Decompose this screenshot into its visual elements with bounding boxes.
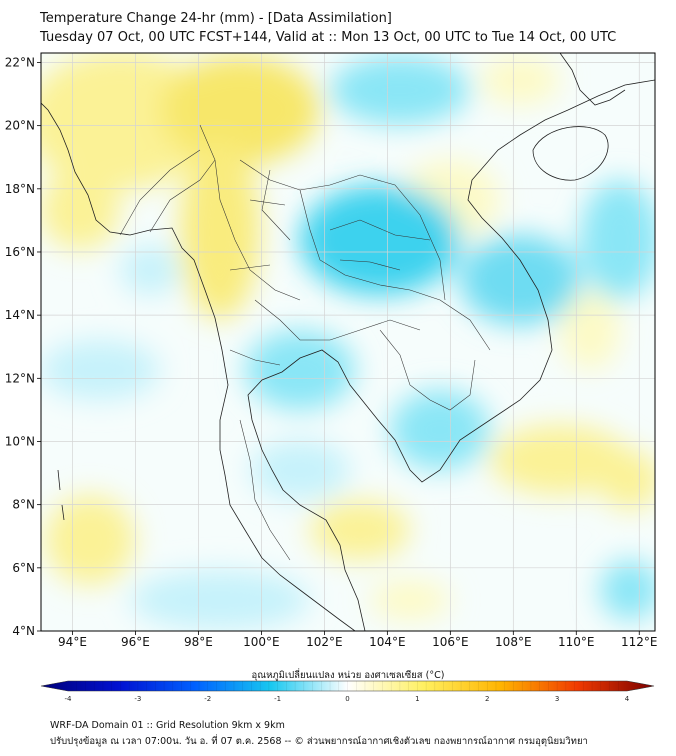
colorbar-tick-label: -1 xyxy=(274,695,281,703)
colorbar-tick-label: -3 xyxy=(134,695,141,703)
coastlines xyxy=(41,53,655,631)
lon-label: 102°E xyxy=(306,635,343,649)
plot-frame xyxy=(40,52,656,632)
colorbar-tick-label: 0 xyxy=(345,695,349,703)
colorbar-tick-label: -2 xyxy=(204,695,211,703)
footer-update-info: ปรับปรุงข้อมูล ณ เวลา 07:00น. วัน อ. ที่… xyxy=(50,736,588,747)
andaman-islands xyxy=(57,469,65,521)
colorbar-tick-label: -4 xyxy=(65,695,73,703)
lat-label: 14°N xyxy=(5,308,35,322)
lat-label: 22°N xyxy=(5,55,35,69)
gulf-coast xyxy=(247,79,655,631)
colorbar-tick-label: 2 xyxy=(485,695,489,703)
lat-label: 12°N xyxy=(5,371,35,385)
colorbar-tick-label: 4 xyxy=(625,695,630,703)
lon-label: 98°E xyxy=(184,635,213,649)
lon-label: 110°E xyxy=(558,635,595,649)
map-title: Temperature Change 24-hr (mm) - [Data As… xyxy=(40,11,392,26)
lon-label: 106°E xyxy=(432,635,469,649)
lat-label: 8°N xyxy=(12,498,35,512)
north-coast xyxy=(559,53,626,106)
temperature-field xyxy=(41,53,655,631)
colorbar-ticks: -4 -3 -2 -1 0 1 2 3 4 xyxy=(65,695,630,703)
colorbar-tick-label: 1 xyxy=(415,695,419,703)
hainan-coast xyxy=(532,126,609,181)
latitude-labels: 4°N 6°N 8°N 10°N 12°N 14°N 16°N 18°N 20°N 22°N xyxy=(5,55,41,638)
lat-label: 16°N xyxy=(5,245,35,259)
longitude-labels: 94°E 96°E 98°E 100°E 102°E 104°E 106°E 108°E 110… xyxy=(58,631,658,649)
graticule xyxy=(41,53,655,632)
lat-label: 20°N xyxy=(5,119,35,133)
borders xyxy=(119,124,491,561)
lon-label: 94°E xyxy=(58,635,87,649)
footer-domain-info: WRF-DA Domain 01 :: Grid Resolution 9km … xyxy=(50,720,285,731)
colorbar xyxy=(40,680,655,692)
lat-label: 4°N xyxy=(12,624,35,638)
lat-label: 10°N xyxy=(5,434,35,448)
lat-label: 6°N xyxy=(12,561,35,575)
map-subtitle: Tuesday 07 Oct, 00 UTC FCST+144, Valid a… xyxy=(40,30,617,45)
lon-label: 100°E xyxy=(243,635,280,649)
lon-label: 96°E xyxy=(121,635,150,649)
colorbar-label: อุณหภูมิเปลี่ยนแปลง หน่วย องศาเซลเซียส (… xyxy=(252,668,445,681)
lon-label: 104°E xyxy=(369,635,406,649)
colorbar-tick-label: 3 xyxy=(555,695,559,703)
lat-label: 18°N xyxy=(5,182,35,196)
mainland-coast xyxy=(41,102,356,631)
lon-label: 112°E xyxy=(621,635,658,649)
lon-label: 108°E xyxy=(495,635,532,649)
